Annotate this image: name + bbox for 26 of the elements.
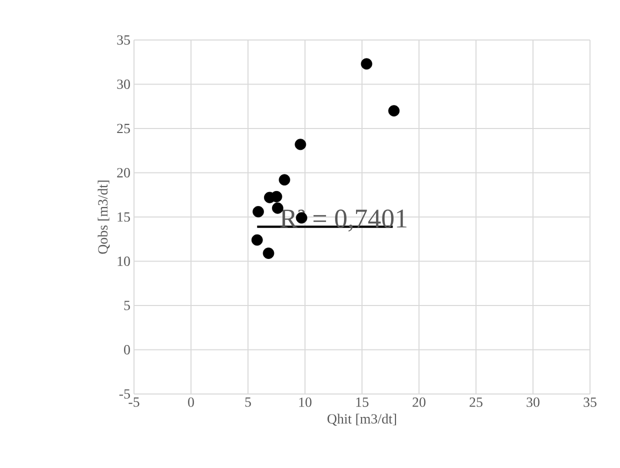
y-tick-label: 10 — [118, 256, 130, 266]
y-tick-label: 35 — [117, 35, 130, 45]
y-tick-label: 30 — [117, 80, 130, 89]
y-tick-label: 15 — [118, 212, 130, 222]
point — [252, 206, 264, 218]
x-tick-label: 5 — [245, 398, 251, 407]
point — [251, 234, 263, 246]
y-tick-label: -5 — [119, 389, 130, 399]
x-axis-title: Qhit [m3/dt] — [328, 414, 396, 426]
y-tick-label: 0 — [124, 345, 130, 354]
x-tick-label: 20 — [412, 398, 426, 407]
x-tick-label: 10 — [299, 398, 312, 407]
y-tick-label: 25 — [117, 124, 130, 134]
y-tick-label: 5 — [124, 300, 130, 310]
x-tick-label: 15 — [356, 398, 368, 407]
x-tick-label: 35 — [584, 398, 596, 407]
point — [262, 248, 274, 259]
x-tick-label: 25 — [470, 398, 482, 407]
point — [278, 174, 290, 186]
x-tick-label: 30 — [526, 398, 540, 407]
x-tick-label: 0 — [188, 398, 194, 407]
y-tick-label: 20 — [117, 168, 130, 178]
y-axis-title: Qobs [m3/dt] — [98, 180, 110, 254]
point — [388, 105, 400, 116]
point — [360, 58, 372, 70]
point — [294, 138, 306, 150]
